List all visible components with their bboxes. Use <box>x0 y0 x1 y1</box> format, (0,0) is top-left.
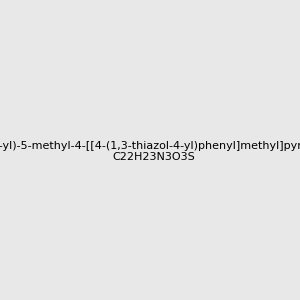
Text: N-(3-hydroxyoxan-4-yl)-5-methyl-4-[[4-(1,3-thiazol-4-yl)phenyl]methyl]pyridine-2: N-(3-hydroxyoxan-4-yl)-5-methyl-4-[[4-(1… <box>0 141 300 162</box>
